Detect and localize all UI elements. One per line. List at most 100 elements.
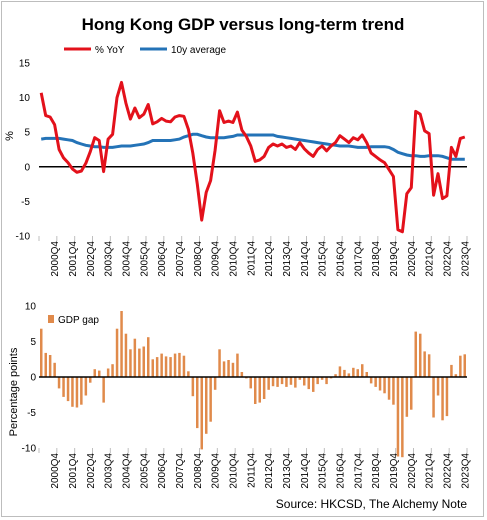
gdp-gap-bar: [222, 361, 226, 377]
gdp-gap-bar: [187, 371, 190, 377]
gdp-gap-bar: [374, 377, 377, 387]
gdp-gap-bar: [338, 366, 342, 377]
bottom-x-tick-label: 2005Q4: [139, 453, 150, 489]
gdp-gap-bar: [191, 377, 195, 397]
top-x-tick-label: 2023Q4: [460, 241, 471, 277]
bottom-y-tick-label: 5: [30, 337, 36, 348]
top-y-tick-label: 15: [19, 59, 31, 70]
gdp-gap-bar: [436, 377, 440, 396]
top-x-tick-label: 2008Q4: [193, 241, 204, 277]
gdp-gap-bar: [369, 377, 373, 384]
gdp-gap-bar: [102, 377, 105, 403]
gdp-gap-bar: [142, 346, 145, 377]
gdp-gap-bar: [365, 372, 368, 377]
bottom-x-tick-label: 2022Q4: [442, 453, 453, 489]
gdp-gap-bar: [93, 369, 96, 377]
gdp-gap-bar: [387, 377, 391, 400]
top-x-tick-label: 2018Q4: [371, 241, 382, 277]
bottom-x-tick-label: 2018Q4: [371, 453, 382, 489]
series-line-10y-average: [40, 132, 465, 161]
gdp-gap-bar: [249, 377, 252, 389]
top-x-tick-label: 2022Q4: [442, 241, 453, 277]
top-x-tick-label: 2004Q4: [121, 241, 132, 277]
bottom-x-tick-label: 2007Q4: [175, 453, 186, 489]
gdp-gap-bar: [392, 377, 395, 405]
top-x-tick-label: 2017Q4: [353, 241, 364, 277]
bottom-y-tick-label: 0: [30, 373, 36, 384]
gdp-gap-bar: [258, 377, 261, 403]
top-x-tick-label: 2011Q4: [246, 241, 257, 276]
gdp-gap-bar: [410, 377, 413, 410]
gdp-gap-bar: [155, 357, 159, 377]
bottom-x-tick-label: 2019Q4: [389, 453, 400, 489]
gdp-gap-bar: [57, 377, 61, 389]
source-note: Source: HKCSD, The Alchemy Note: [276, 497, 468, 511]
legend-label-gdp-gap: GDP gap: [58, 315, 99, 326]
gdp-gap-bar: [133, 338, 137, 377]
top-x-tick-label: 2000Q4: [50, 241, 61, 277]
top-legend: % YoY 10y average: [64, 45, 226, 56]
gdp-gap-bar: [401, 377, 404, 458]
top-y-tick-label: 10: [19, 93, 31, 104]
gdp-gap-bar: [450, 364, 453, 377]
bottom-x-tick-label: 2003Q4: [104, 453, 115, 489]
gdp-gap-bar: [361, 364, 364, 377]
bottom-x-tick-label: 2016Q4: [335, 453, 346, 489]
top-x-tick-label: 2005Q4: [139, 241, 150, 277]
gdp-gap-bar: [307, 377, 310, 390]
gdp-gap-bar: [160, 353, 163, 377]
series-line-yoy: [39, 80, 466, 234]
gdp-gap-bar: [129, 349, 132, 377]
gdp-gap-bar: [396, 377, 400, 457]
top-y-axis-label: %: [4, 131, 16, 141]
gdp-gap-bar: [182, 355, 186, 377]
bottom-x-tick-label: 2006Q4: [157, 453, 168, 489]
gdp-gap-bar: [334, 374, 337, 377]
gdp-gap-bar: [98, 370, 101, 377]
bottom-x-tick-label: 2001Q4: [68, 453, 79, 489]
bottom-x-tick-label: 2012Q4: [264, 453, 275, 489]
legend-label-avg: 10y average: [171, 45, 226, 56]
bottom-x-tick-label: 2021Q4: [425, 453, 436, 489]
top-y-tick-label: -5: [21, 197, 30, 208]
gdp-gap-bar: [298, 377, 302, 380]
gdp-gap-bar: [40, 328, 43, 377]
gdp-gap-bar: [173, 353, 177, 377]
gdp-gap-bar: [289, 377, 293, 385]
top-x-tick-label: 2014Q4: [300, 241, 311, 277]
bottom-x-tick-label: 2011Q4: [246, 453, 257, 488]
top-y-ticks: -10 -5 0 5 10 15: [16, 59, 31, 243]
top-x-tick-label: 2001Q4: [68, 241, 79, 277]
gdp-gap-bar: [320, 377, 324, 380]
gdp-gap-bar: [80, 377, 83, 405]
gdp-gap-bar: [356, 369, 359, 377]
gdp-gap-bar: [147, 337, 150, 377]
gdp-gap-bar: [325, 377, 328, 385]
top-x-tick-label: 2009Q4: [211, 241, 222, 277]
bottom-x-tick-label: 2009Q4: [211, 453, 222, 489]
gdp-gap-bar: [445, 377, 449, 417]
bottom-x-tick-label: 2000Q4: [50, 453, 61, 489]
top-x-ticks: 2000Q4 2001Q4 2002Q4 2003Q4 2004Q4 2005Q4 2006…: [38, 236, 471, 277]
top-y-tick-label: -10: [16, 232, 31, 243]
gdp-gap-bar: [280, 377, 284, 385]
top-y-tick-label: 0: [24, 162, 30, 173]
gdp-gap-bar: [84, 377, 88, 396]
top-x-tick-label: 2007Q4: [175, 241, 186, 277]
bottom-x-tick-label: 2023Q4: [460, 453, 471, 489]
bottom-legend: GDP gap: [48, 315, 99, 326]
gdp-gap-bar: [240, 372, 244, 377]
gdp-gap-bar: [294, 377, 297, 388]
gdp-gap-bar: [303, 377, 306, 386]
top-y-tick-label: 5: [24, 128, 30, 139]
bottom-y-tick-label: 10: [25, 302, 37, 313]
gdp-gap-bar: [262, 377, 266, 399]
bottom-x-ticks: 2000Q4 2001Q4 2002Q4 2003Q4 2004Q4 2005Q4 2006…: [38, 448, 471, 489]
gdp-gap-bar: [267, 377, 270, 390]
gdp-gap-bar: [44, 352, 47, 377]
gdp-gap-bar: [271, 377, 275, 387]
gdp-gap-bar: [343, 369, 346, 377]
bottom-x-tick-label: 2002Q4: [86, 453, 97, 489]
top-x-tick-label: 2010Q4: [228, 241, 239, 277]
